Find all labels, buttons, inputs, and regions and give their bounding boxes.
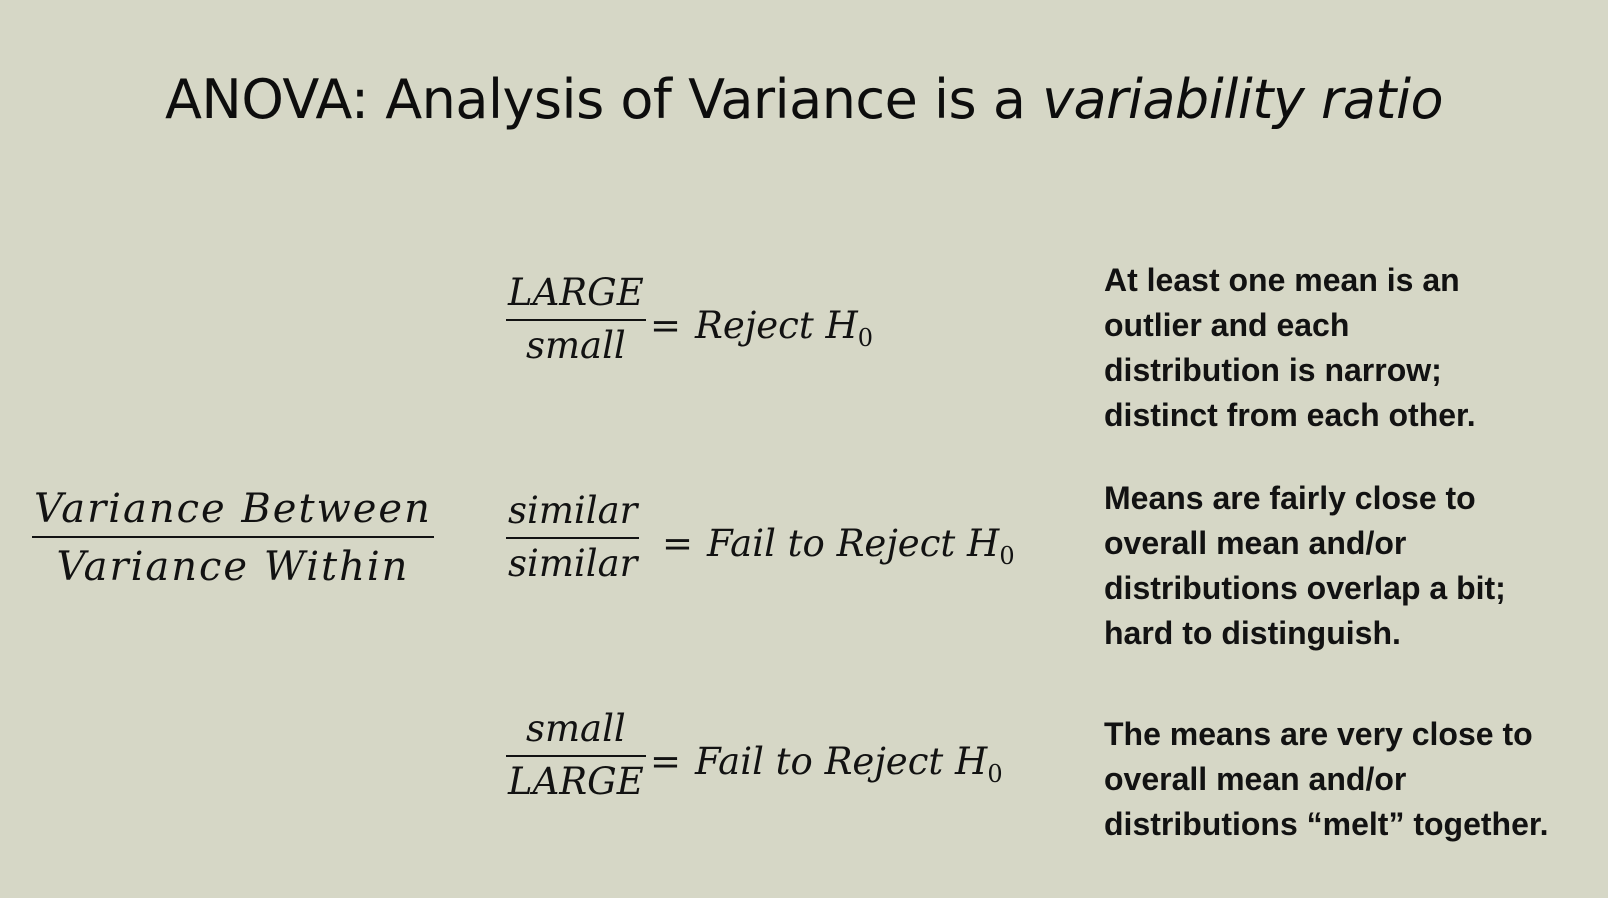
row-2-fraction: similar similar	[506, 489, 640, 585]
row-2-numerator: similar	[508, 489, 638, 532]
row-1-result: = Reject H0	[650, 304, 873, 352]
fraction-bar	[506, 318, 646, 321]
equals-sign: =	[662, 522, 694, 565]
row-2-denominator: similar	[508, 541, 638, 585]
row-1-denominator: small	[525, 323, 626, 367]
row-3-denominator: LARGE	[508, 759, 644, 803]
row-2-result: = Fail to Reject H0	[662, 522, 1015, 570]
title-emphasis: variability ratio	[1042, 68, 1444, 131]
row-1-subscript: 0	[857, 324, 874, 352]
equals-sign: =	[650, 304, 682, 347]
variance-ratio-fraction: Variance Between Variance Within	[32, 488, 434, 588]
row-3-fraction: small LARGE	[506, 707, 646, 803]
row-3-subscript: 0	[987, 760, 1003, 788]
fraction-bar	[506, 536, 640, 539]
fraction-bar	[32, 536, 434, 538]
row-2-description: Means are fairly close to overall mean a…	[1104, 480, 1506, 651]
fraction-denominator: Variance Within	[56, 544, 410, 590]
fraction-bar	[506, 754, 646, 757]
row-1-result-text: Reject H	[695, 304, 858, 347]
row-3-description: The means are very close to overall mean…	[1104, 716, 1549, 842]
fraction-numerator: Variance Between	[34, 486, 432, 532]
row-1-fraction: LARGE small	[506, 271, 646, 367]
title-text: ANOVA: Analysis of Variance is a	[164, 68, 1043, 131]
row-3-result: = Fail to Reject H0	[650, 740, 1003, 788]
row-1-description: At least one mean is an outlier and each…	[1104, 262, 1476, 433]
equals-sign: =	[650, 740, 682, 783]
row-3-numerator: small	[525, 707, 626, 750]
row-2-result-text: Fail to Reject H	[707, 522, 1000, 565]
row-2-subscript: 0	[999, 542, 1015, 570]
row-3-result-text: Fail to Reject H	[695, 740, 988, 783]
slide-title: ANOVA: Analysis of Variance is a variabi…	[0, 68, 1608, 131]
row-1-numerator: LARGE	[508, 271, 644, 314]
